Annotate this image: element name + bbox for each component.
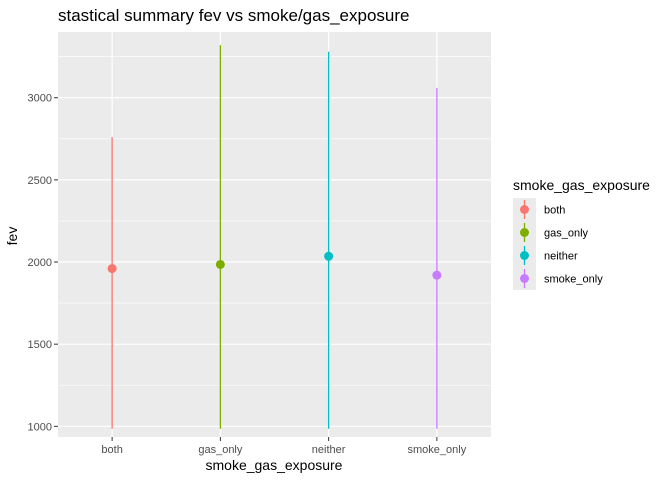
mean-points bbox=[107, 251, 442, 280]
mean-point-neither bbox=[324, 251, 334, 261]
x-tick-label: gas_only bbox=[198, 444, 243, 456]
x-tick-label: both bbox=[101, 444, 122, 456]
mean-point-gas_only bbox=[215, 259, 225, 269]
y-tick-label: 2000 bbox=[28, 257, 52, 269]
x-tick-label: smoke_only bbox=[408, 444, 467, 456]
legend-label-both: both bbox=[544, 205, 565, 217]
y-axis-title: fev bbox=[4, 227, 20, 246]
legend-key-point-smoke_only bbox=[520, 274, 529, 283]
y-tick-label: 1000 bbox=[28, 421, 52, 433]
y-tick-label: 3000 bbox=[28, 93, 52, 105]
x-axis: both gas_only neither smoke_only bbox=[101, 437, 467, 456]
legend-key-point-both bbox=[520, 205, 529, 214]
range-lines bbox=[111, 45, 438, 429]
legend-title: smoke_gas_exposure bbox=[513, 177, 650, 193]
plot-panel bbox=[58, 32, 491, 437]
y-axis: 1000 1500 2000 2500 3000 bbox=[28, 93, 58, 433]
y-tick-label: 2500 bbox=[28, 175, 52, 187]
legend-label-gas_only: gas_only bbox=[544, 228, 589, 240]
y-tick-label: 1500 bbox=[28, 339, 52, 351]
x-tick-label: neither bbox=[312, 444, 346, 456]
legend-label-neither: neither bbox=[544, 251, 578, 263]
x-axis-title: smoke_gas_exposure bbox=[206, 457, 343, 473]
mean-point-smoke_only bbox=[432, 270, 442, 280]
legend-key-point-gas_only bbox=[520, 228, 529, 237]
legend-label-smoke_only: smoke_only bbox=[544, 274, 603, 286]
chart-title: stastical summary fev vs smoke/gas_expos… bbox=[58, 6, 409, 25]
legend-key-point-neither bbox=[520, 251, 529, 260]
mean-point-both bbox=[107, 264, 117, 274]
